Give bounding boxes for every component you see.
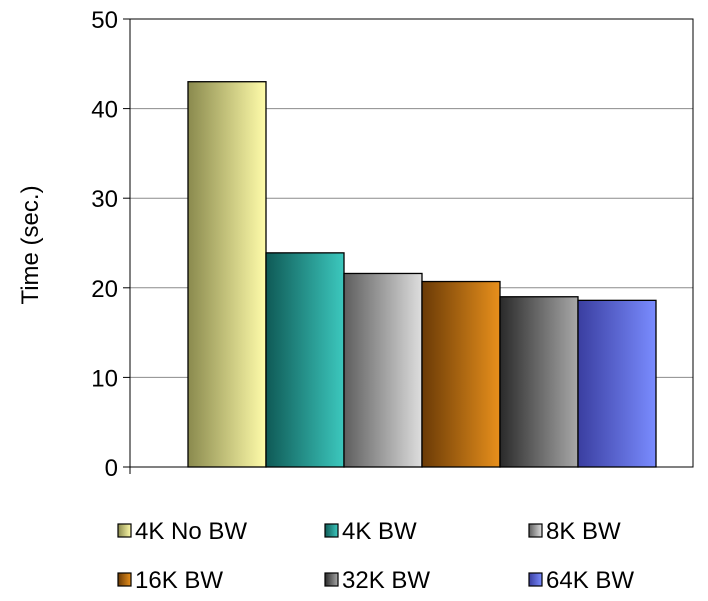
legend-label: 4K BW (342, 518, 417, 545)
legend-swatch (528, 572, 543, 587)
legend-label: 64K BW (546, 567, 634, 594)
legend: 4K No BW 4K BW 8K BW 16K BW 32K BW 64K BW (117, 518, 634, 594)
bar-4k-no-bw (187, 81, 267, 468)
legend-swatch (324, 572, 339, 587)
legend-label: 16K BW (135, 567, 223, 594)
legend-label: 8K BW (546, 518, 621, 545)
y-tick-label: 0 (105, 455, 118, 482)
y-tick-label: 40 (91, 97, 118, 124)
bar-8k-bw (343, 272, 423, 468)
y-axis-ticks: 0 10 20 30 40 50 (91, 7, 131, 482)
bars (187, 81, 657, 468)
y-tick-label: 50 (91, 7, 118, 34)
legend-label: 32K BW (342, 567, 430, 594)
legend-swatch (324, 523, 339, 538)
bar-4k-bw (265, 252, 345, 468)
legend-label: 4K No BW (135, 518, 247, 545)
bar-64k-bw (577, 299, 657, 468)
y-axis-title: Time (sec.) (17, 185, 44, 304)
y-tick-label: 10 (91, 365, 118, 392)
legend-swatch (117, 572, 132, 587)
y-tick-label: 20 (91, 276, 118, 303)
legend-swatch (528, 523, 543, 538)
y-tick-label: 30 (91, 186, 118, 213)
bar-16k-bw (421, 280, 501, 468)
legend-swatch (117, 523, 132, 538)
bar-32k-bw (499, 296, 579, 468)
